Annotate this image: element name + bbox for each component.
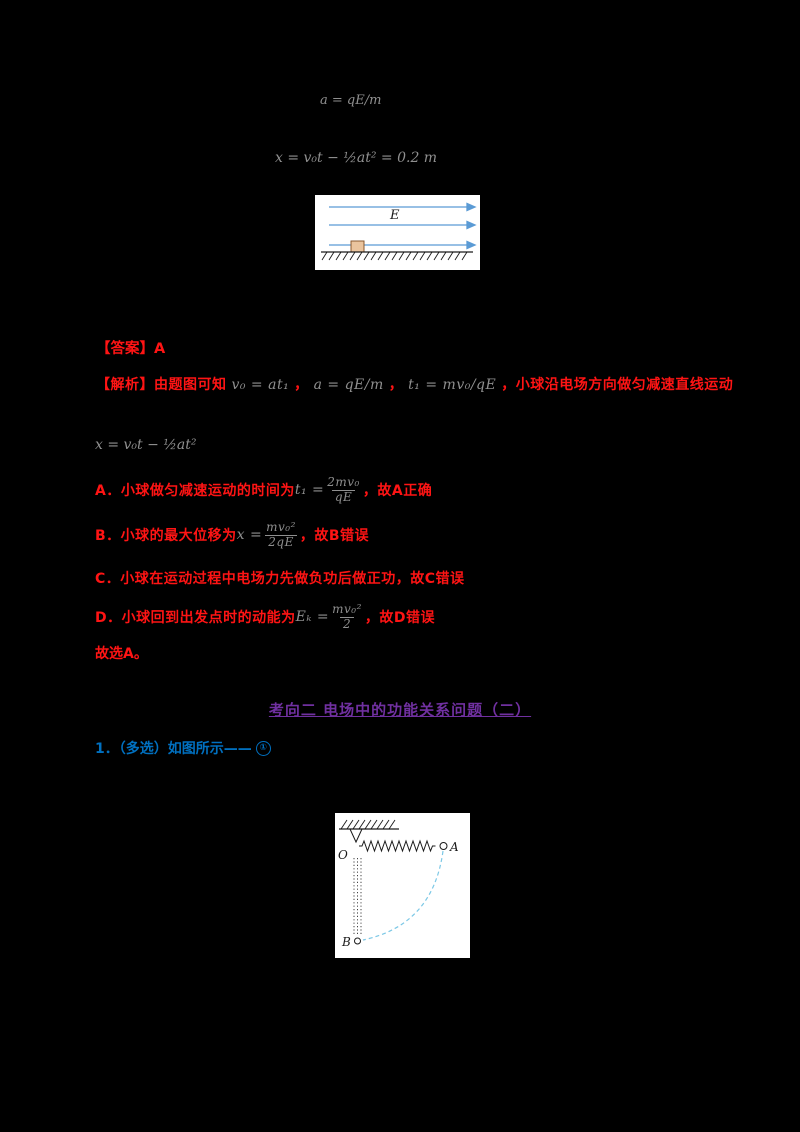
analysis-separator-2: ， (388, 377, 404, 393)
option-b-row: B． 小球的最大位移为 x = mv₀² 2qE ，故B错误 (95, 520, 369, 550)
swing-arc (362, 850, 444, 941)
option-b-fraction: mv₀² 2qE (265, 520, 297, 550)
option-d-fraction: mv₀² 2 (332, 602, 362, 632)
option-b-label: B． (95, 528, 121, 545)
spring-coil (359, 839, 436, 853)
question-link[interactable]: 1．（多选）如图所示—— ① (95, 738, 271, 758)
option-a-math-pre: t₁ = (294, 482, 325, 499)
fraction-denominator: qE (331, 489, 356, 505)
option-d-text: 小球回到出发点时的动能为 (121, 610, 296, 627)
fraction-numerator: mv₀² (332, 602, 362, 616)
fraction-numerator: mv₀² (266, 520, 296, 534)
ball-at-b (354, 937, 361, 945)
option-d-tail: ，故D错误 (364, 610, 436, 627)
option-c-tail: ，故C错误 (395, 571, 465, 587)
formula-top-1: a = qE/m (320, 93, 382, 108)
label-A: A (449, 840, 459, 854)
option-b-tail: ，故B错误 (299, 528, 369, 545)
ball-at-a (439, 842, 448, 850)
option-a-label: A． (95, 483, 121, 500)
option-a-row: A． 小球做匀减速运动的时间为 t₁ = 2mv₀ qE ，故A正确 (95, 475, 433, 505)
ceiling-hatch (340, 819, 396, 830)
analysis-math-3: t₁ = mv₀/qE (408, 377, 497, 393)
option-b-text: 小球的最大位移为 (120, 528, 237, 545)
hook-icon (349, 828, 363, 844)
option-a-tail: ，故A正确 (362, 483, 433, 500)
fraction-numerator: 2mv₀ (327, 475, 360, 489)
option-d-math-pre: Eₖ = (295, 609, 330, 626)
answer-line: 【答案】A (96, 341, 166, 357)
option-d-label: D． (95, 610, 122, 627)
fraction-denominator: 2qE (265, 534, 297, 550)
arrow-right-icon (466, 220, 477, 230)
option-d-row: D． 小球回到出发点时的动能为 Eₖ = mv₀² 2 ，故D错误 (95, 602, 436, 632)
formula-mid: x = v₀t − ½at² (95, 437, 197, 453)
spring-figure: O A B (335, 813, 470, 958)
option-a-text: 小球做匀减速运动的时间为 (120, 483, 295, 500)
option-a-fraction: 2mv₀ qE (327, 475, 360, 505)
charge-block (350, 240, 365, 253)
field-figure: E (315, 195, 480, 270)
option-c-label: C． (95, 571, 121, 587)
ground-hatch (321, 251, 468, 261)
figure-background (335, 813, 470, 958)
circled-number-icon[interactable]: ① (255, 740, 271, 756)
formula-top-2: x = v₀t − ½at² = 0.2 m (275, 150, 438, 166)
fraction-denominator: 2 (339, 616, 355, 632)
field-label-E: E (389, 208, 400, 223)
option-c-text: 小球在运动过程中电场力先做负功后做正功 (120, 571, 396, 587)
conclusion-line: 故选A。 (95, 646, 148, 662)
figure-background (315, 195, 480, 270)
label-B: B (341, 935, 351, 949)
analysis-math-2: a = qE/m (313, 377, 384, 393)
analysis-math-1: v₀ = at₁ (231, 377, 290, 393)
section-heading: 考向二 电场中的功能关系问题（二） (268, 701, 532, 719)
option-c-row: C． 小球在运动过程中电场力先做负功后做正功 ，故C错误 (95, 568, 465, 588)
analysis-line: 【解析】由题图可知 v₀ = at₁ ， a = qE/m ， t₁ = mv₀… (96, 374, 733, 394)
option-b-math-pre: x = (236, 527, 263, 544)
question-intro[interactable]: 1．（多选）如图所示—— (95, 741, 252, 757)
analysis-separator-1: ， (294, 377, 309, 393)
analysis-prefix: 【解析】由题图可知 (96, 377, 227, 393)
label-O: O (338, 848, 348, 862)
vertical-spring-dotted (353, 858, 362, 936)
arrow-right-icon (466, 202, 477, 212)
analysis-suffix: ，小球沿电场方向做匀减速直线运动 (501, 377, 734, 393)
arrow-right-icon (466, 240, 477, 250)
